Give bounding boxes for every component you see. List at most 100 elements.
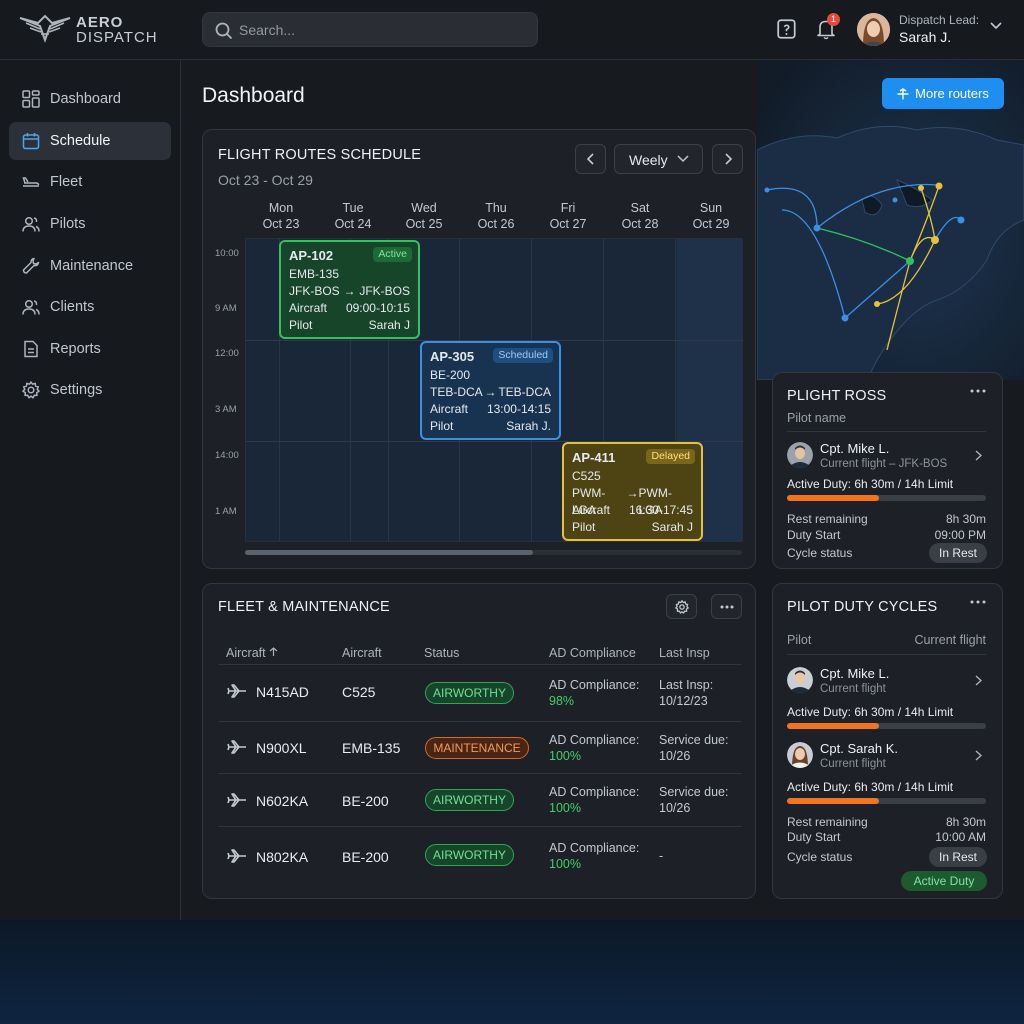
flight-card-ap-305[interactable]: AP-305 Scheduled BE-200 TEB-DCA → TEB-DCA … — [420, 341, 561, 440]
tail-number[interactable]: N802KA — [256, 849, 309, 865]
bell-icon[interactable] — [815, 18, 837, 40]
day-name: Fri — [560, 201, 576, 215]
sidebar-item-label: Fleet — [50, 174, 83, 190]
flight-route-row: JFK-BOS → JFK-BOS — [289, 283, 410, 300]
chevron-right-icon — [975, 750, 982, 761]
route-to: JFK-BOS — [359, 284, 410, 298]
brand-line-2: DISPATCH — [76, 29, 158, 46]
ad-label: AD Compliance: — [549, 678, 640, 692]
gear-icon — [22, 381, 40, 399]
aircraft-label: Aircraft — [289, 301, 328, 315]
active-duty-tag[interactable]: Active Duty — [901, 871, 987, 891]
column-header-model[interactable]: Aircraft — [342, 646, 382, 660]
column-header-status[interactable]: Status — [424, 646, 460, 660]
aircraft-type: BE-200 — [430, 368, 471, 382]
flight-card-ap-102[interactable]: AP-102 Active EMB-135 JFK-BOS → JFK-BOS Ai… — [279, 240, 420, 339]
chevron-down-icon[interactable] — [990, 22, 1002, 30]
help-doc-icon[interactable] — [776, 18, 798, 40]
ad-value: 100% — [549, 801, 581, 815]
sidebar-item-dashboard[interactable]: Dashboard — [9, 80, 171, 118]
column-header-aircraft[interactable]: Aircraft — [226, 646, 278, 660]
pilot-name: Sarah J. — [506, 419, 551, 433]
background-band — [0, 920, 1024, 1024]
route-to: PWM-LGA — [638, 486, 672, 517]
day-date: Oct 29 — [692, 217, 730, 231]
page-title: Dashboard — [202, 84, 305, 107]
more-dots-icon[interactable] — [970, 389, 986, 393]
fleet-settings-button[interactable] — [666, 594, 697, 619]
sidebar-item-maintenance[interactable]: Maintenance — [9, 247, 171, 285]
column-pilot: Pilot — [787, 633, 812, 647]
day-name: Tue — [342, 201, 364, 215]
column-header-ad-compliance[interactable]: AD Compliance — [549, 646, 636, 660]
wings-logo-icon — [19, 14, 71, 43]
ad-value: 100% — [549, 749, 581, 763]
tail-number[interactable]: N602KA — [256, 793, 309, 809]
pilot-row[interactable]: Cpt. Sarah K. Current flight — [787, 739, 990, 775]
user-name: Sarah J. — [899, 29, 952, 45]
day-name: Wed — [411, 201, 437, 215]
more-routers-button[interactable]: More routers — [882, 78, 1004, 109]
chevron-left-icon — [586, 153, 594, 165]
brand-logo[interactable]: AERO DISPATCH — [18, 12, 158, 48]
route-map[interactable] — [757, 60, 1024, 380]
sidebar-item-schedule[interactable]: Schedule — [9, 122, 171, 160]
status-badge: AIRWORTHY — [425, 682, 514, 704]
sidebar-item-fleet[interactable]: Fleet — [9, 163, 171, 201]
ad-value: 98% — [549, 694, 575, 708]
grid-column — [318, 239, 389, 541]
plane-icon — [227, 740, 246, 754]
wrench-icon — [22, 257, 40, 274]
calendar-icon — [22, 133, 40, 150]
cycle-status-label: Cycle status — [787, 850, 853, 864]
more-routers-label: More routers — [915, 86, 989, 101]
sidebar-item-label: Maintenance — [50, 258, 134, 274]
inspection: Last Insp: 10/12/23 — [659, 677, 713, 709]
flight-time-row: Aircraft 16:30-17:45 — [572, 502, 693, 519]
view-select[interactable]: Weely — [614, 144, 703, 174]
column-header-last-insp[interactable]: Last Insp — [659, 646, 710, 660]
next-week-button[interactable] — [712, 144, 743, 174]
flight-schedule-panel: FLIGHT ROUTES SCHEDULE Oct 23 - Oct 29 W… — [202, 129, 756, 569]
app-window: AERO DISPATCH 1 — [0, 0, 1024, 920]
duty-start-label: Duty Start — [787, 830, 841, 844]
sidebar-item-label: Clients — [50, 299, 95, 315]
inspection: Service due: 10/26 — [659, 732, 728, 764]
pilot-row[interactable]: Cpt. Mike L. Current flight – JFK-BOS — [787, 439, 990, 475]
sidebar-item-settings[interactable]: Settings — [9, 371, 171, 409]
tail-number[interactable]: N415AD — [256, 684, 309, 700]
aircraft-model: EMB-135 — [342, 740, 401, 756]
ad-value: 100% — [549, 857, 581, 871]
day-name: Sat — [630, 201, 650, 215]
pilot-name: Cpt. Mike L. — [820, 666, 890, 681]
sidebar-item-clients[interactable]: Clients — [9, 288, 171, 326]
fleet-more-button[interactable] — [711, 594, 742, 619]
tail-number[interactable]: N900XL — [256, 740, 307, 756]
flight-card-ap-411[interactable]: AP-411 Delayed C525 PWM-LGA → PWM-LGA Airc… — [562, 442, 703, 541]
aircraft-model: C525 — [342, 684, 376, 700]
search-input[interactable] — [239, 19, 519, 41]
brand-line-1: AERO — [76, 14, 124, 31]
schedule-scrollbar[interactable] — [245, 550, 742, 555]
pilot-label: Pilot — [430, 419, 454, 433]
more-dots-icon[interactable] — [970, 600, 986, 604]
user-portrait-icon — [857, 13, 890, 46]
route-to: TEB-DCA — [498, 385, 551, 399]
plane-icon — [22, 177, 40, 187]
ad-compliance: AD Compliance: 100% — [549, 840, 639, 872]
flight-type-row: C525 — [572, 468, 693, 485]
column-current-flight: Current flight — [914, 633, 986, 647]
user-avatar[interactable] — [857, 13, 890, 46]
flight-pilot-row: Pilot Sarah J — [289, 317, 410, 334]
column-label: Aircraft — [226, 646, 266, 660]
prev-week-button[interactable] — [575, 144, 606, 174]
flight-time-row: Aircraft 09:00-10:15 — [289, 300, 410, 317]
flight-pilot-row: Pilot Sarah J. — [430, 418, 551, 435]
cycle-status-tag: In Rest — [929, 543, 987, 563]
pilot-row[interactable]: Cpt. Mike L. Current flight — [787, 664, 990, 700]
scrollbar-thumb[interactable] — [245, 550, 533, 555]
sidebar-item-reports[interactable]: Reports — [9, 330, 171, 368]
sidebar-item-pilots[interactable]: Pilots — [9, 205, 171, 243]
search-box[interactable] — [202, 12, 538, 47]
top-bar: AERO DISPATCH 1 — [0, 0, 1024, 60]
